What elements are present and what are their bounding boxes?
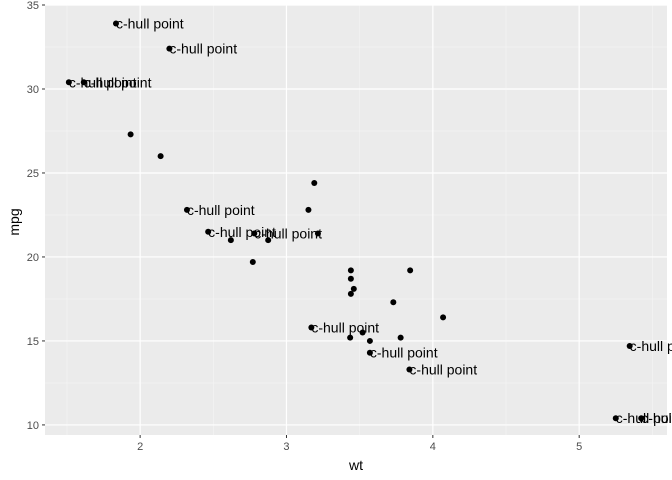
data-point <box>638 415 645 422</box>
data-point <box>347 334 354 341</box>
x-axis-title: wt <box>348 457 363 473</box>
data-point <box>359 329 366 336</box>
point-label: c-hull point <box>116 15 184 31</box>
data-point <box>166 45 173 52</box>
y-tick-label: 15 <box>27 336 39 348</box>
x-tick-label: 2 <box>137 441 143 453</box>
data-point <box>406 366 413 373</box>
point-label: c-hull point <box>169 41 237 57</box>
y-tick-label: 25 <box>27 168 39 180</box>
y-axis-title: mpg <box>6 208 22 235</box>
point-label: c-hull point <box>187 202 255 218</box>
data-point <box>626 342 633 349</box>
data-point <box>251 230 258 237</box>
point-label: c-hull point <box>641 410 672 426</box>
point-label: c-hull point <box>370 345 438 361</box>
data-point <box>80 79 87 86</box>
y-tick-label: 20 <box>27 252 39 264</box>
y-tick-label: 30 <box>27 84 39 96</box>
point-label: c-hull point <box>208 224 276 240</box>
point-label: c-hull point <box>69 74 137 90</box>
point-label: c-hull point <box>254 225 322 241</box>
data-point <box>305 206 312 213</box>
data-point <box>205 228 212 235</box>
data-point <box>347 267 354 274</box>
data-point <box>265 237 272 244</box>
x-axis-ticks: 2 3 4 5 <box>137 435 582 453</box>
y-tick-label: 35 <box>27 0 39 12</box>
point-label: c-hull point <box>616 410 672 426</box>
data-point <box>347 290 354 297</box>
data-point <box>366 349 373 356</box>
point-label: c-hull point <box>630 338 672 354</box>
point-label: c-hull point <box>311 320 379 336</box>
data-point <box>112 20 119 27</box>
data-point <box>311 180 318 187</box>
major-gridlines <box>45 4 667 435</box>
x-tick-label: 5 <box>576 441 582 453</box>
data-point <box>249 258 256 265</box>
data-point <box>65 79 72 86</box>
data-points <box>65 20 645 422</box>
data-point <box>157 153 164 160</box>
data-point <box>350 285 357 292</box>
data-point <box>308 324 315 331</box>
plot-panel <box>45 5 667 435</box>
data-point <box>407 267 414 274</box>
point-label: c-hull point <box>409 361 477 377</box>
data-point <box>314 230 321 237</box>
data-point <box>612 415 619 422</box>
data-point <box>366 337 373 344</box>
data-point <box>227 237 234 244</box>
data-point <box>390 299 397 306</box>
data-point <box>440 314 447 321</box>
data-point <box>347 275 354 282</box>
x-tick-label: 3 <box>283 441 289 453</box>
point-label: c-hull point <box>84 74 152 90</box>
data-point <box>397 334 404 341</box>
y-axis-ticks: 10 15 20 25 30 35 <box>27 0 45 432</box>
x-tick-label: 4 <box>430 441 436 453</box>
data-point <box>127 131 134 138</box>
y-tick-label: 10 <box>27 420 39 432</box>
data-point <box>183 206 190 213</box>
minor-gridlines <box>45 5 667 435</box>
